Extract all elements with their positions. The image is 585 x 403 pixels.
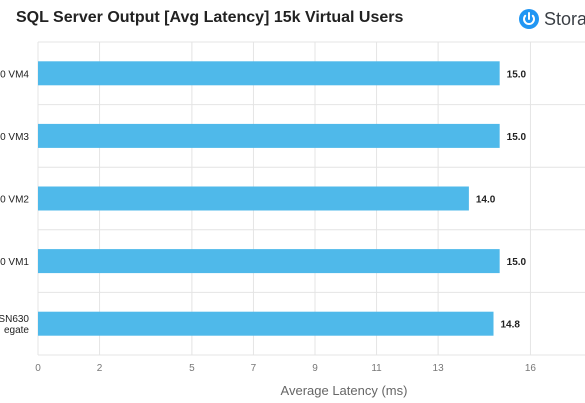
bar — [38, 249, 500, 274]
data-label: 15.0 — [507, 257, 527, 268]
bar — [38, 61, 500, 86]
bar — [38, 186, 469, 211]
x-tick-label: 2 — [97, 363, 103, 374]
x-tick-label: 9 — [312, 363, 318, 374]
data-label: 14.8 — [501, 320, 521, 331]
labels: 0 2 5 7 9 11 13 16 15.0 0 VM4 15.0 0 VM3 14.0 0 VM2 15… — [0, 69, 536, 374]
x-tick-label: 0 — [35, 363, 41, 374]
bars — [38, 61, 500, 336]
x-tick-label: 16 — [525, 363, 537, 374]
x-tick-label: 11 — [371, 363, 382, 374]
category-label: SN630 — [0, 314, 29, 325]
logo-text: Stora — [544, 8, 585, 29]
chart-title: SQL Server Output [Avg Latency] 15k Virt… — [16, 9, 404, 26]
data-label: 15.0 — [507, 69, 527, 80]
x-tick-label: 5 — [189, 363, 195, 374]
category-label: 0 VM3 — [0, 132, 29, 143]
category-label: egate — [4, 325, 29, 336]
x-axis-title: Average Latency (ms) — [281, 383, 408, 398]
bar — [38, 311, 494, 336]
storagereview-power-icon — [519, 9, 539, 29]
category-label: 0 VM4 — [0, 69, 29, 80]
x-tick-label: 13 — [433, 363, 445, 374]
brand-logo: Stora — [518, 8, 585, 30]
category-label: 0 VM2 — [0, 195, 29, 206]
category-label: 0 VM1 — [0, 257, 29, 268]
bar — [38, 123, 500, 148]
data-label: 15.0 — [507, 132, 527, 143]
x-tick-label: 7 — [251, 363, 257, 374]
data-label: 14.0 — [476, 195, 496, 206]
